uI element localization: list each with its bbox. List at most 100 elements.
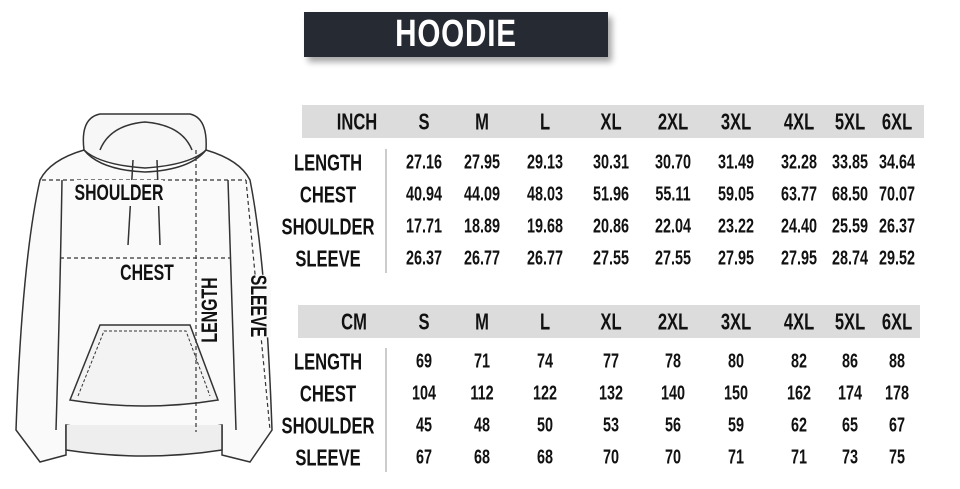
table-cell: 59 [727,414,745,437]
table-cell: 48 [473,414,491,437]
row-label-divider [385,149,387,273]
table-cell: 67 [415,446,433,469]
table-cell: 62 [790,414,808,437]
row-label: SLEEVE [295,245,361,272]
sleeve-right-seam [227,179,237,431]
table-cell: 51.96 [592,183,630,206]
sleeve-left-seam [55,179,63,431]
table-cell: 20.86 [592,215,630,238]
table-cell: 122 [532,382,558,405]
table-cell: 80 [727,350,745,373]
row-label-divider [385,348,387,472]
table-cell: 69 [415,350,433,373]
table-cell: 104 [411,382,437,405]
table-cell: 70.07 [878,183,916,206]
size-header: 3XL [720,108,752,135]
table-cell: 112 [470,382,494,405]
diagram-label-shoulder: SHOULDER [74,180,164,206]
table-cell: 26.37 [878,215,916,238]
table-cell: 59.05 [717,183,755,206]
table-cell: 32.28 [780,151,818,174]
diagram-label-chest: CHEST [120,260,174,286]
size-header: 2XL [657,108,689,135]
table-cell: 70 [664,446,682,469]
waistband [65,425,223,457]
table-cell: 50 [536,414,554,437]
table-cell: 53 [602,414,620,437]
table-cell: 18.89 [463,215,501,238]
unit-header: CM [341,308,367,335]
table-cell: 27.95 [463,151,501,174]
row-label: SHOULDER [281,412,375,439]
unit-header: INCH [336,108,378,135]
table-cell: 24.40 [780,215,818,238]
table-cell: 56 [664,414,682,437]
table-cell: 26.37 [405,247,443,270]
header-band [302,105,924,138]
table-cell: 86 [841,350,859,373]
table-cell: 78 [664,350,682,373]
size-header: 6XL [881,108,913,135]
row-label: LENGTH [293,348,363,375]
table-cell: 27.55 [592,247,630,270]
header-band [298,305,920,338]
size-header: M [475,108,489,135]
table-cell: 74 [536,350,554,373]
table-cell: 68 [473,446,491,469]
table-cell: 30.31 [592,151,630,174]
size-header: M [475,308,489,335]
table-cell: 150 [723,382,749,405]
size-header: 2XL [657,308,689,335]
row-label: CHEST [299,380,357,407]
table-cell: 19.68 [526,215,564,238]
table-cell: 73 [841,446,859,469]
table-cell: 44.09 [463,183,501,206]
diagram-label-length: LENGTH [197,277,223,343]
row-label: CHEST [299,181,357,208]
table-cell: 132 [598,382,624,405]
table-cell: 27.95 [717,247,755,270]
diagram-label-sleeve: SLEEVE [245,274,271,338]
table-cell: 55.11 [655,183,691,206]
row-label: SHOULDER [281,213,375,240]
size-header: 3XL [720,308,752,335]
table-cell: 45 [415,414,433,437]
table-cell: 29.52 [878,247,916,270]
table-cell: 33.85 [831,151,869,174]
table-cell: 77 [602,350,620,373]
size-header: L [539,108,551,135]
table-cell: 25.59 [831,215,869,238]
table-cell: 31.49 [717,151,755,174]
table-cell: 26.77 [463,247,501,270]
hoodie-diagram [15,113,273,463]
table-cell: 70 [602,446,620,469]
size-header: L [539,308,551,335]
table-cell: 48.03 [526,183,564,206]
size-header: XL [600,108,622,135]
table-cell: 26.77 [526,247,564,270]
size-header: 5XL [834,108,866,135]
table-cell: 63.77 [780,183,818,206]
size-header: 6XL [881,308,913,335]
table-cell: 174 [837,382,863,405]
row-label: LENGTH [293,149,363,176]
size-header: S [418,108,430,135]
table-cell: 40.94 [405,183,443,206]
table-cell: 82 [790,350,808,373]
table-cell: 30.70 [654,151,692,174]
table-cell: 71 [473,350,491,373]
table-cell: 27.16 [405,151,443,174]
table-cell: 27.55 [654,247,692,270]
hood-inner [99,121,193,151]
pocket-stitch [77,330,211,397]
table-cell: 178 [884,382,910,405]
table-cell: 34.64 [878,151,916,174]
table-cell: 28.74 [831,247,869,270]
table-cell: 68.50 [831,183,869,206]
table-cell: 140 [660,382,686,405]
table-cell: 88 [888,350,906,373]
row-label: SLEEVE [295,444,361,471]
table-cell: 29.13 [526,151,564,174]
size-header: S [418,308,430,335]
title: HOODIE [395,13,517,55]
